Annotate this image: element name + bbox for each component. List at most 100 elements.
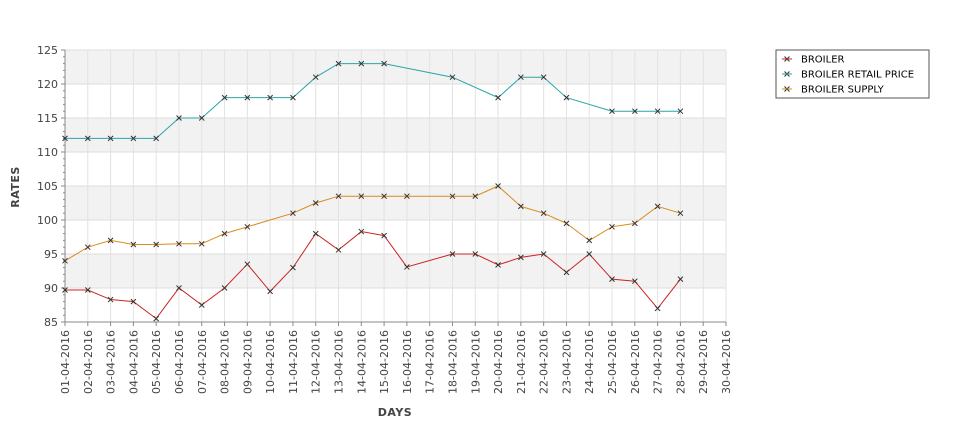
data-point <box>290 210 296 217</box>
data-point <box>107 135 114 142</box>
data-point <box>244 261 251 268</box>
legend-label: BROILER <box>801 55 845 66</box>
data-point <box>312 230 319 237</box>
data-point <box>84 244 91 251</box>
data-point <box>335 60 342 67</box>
data-point <box>62 135 68 142</box>
data-point <box>563 220 570 227</box>
x-tick-label: 29-04-2016 <box>697 330 710 394</box>
data-point <box>335 247 342 253</box>
data-point <box>358 60 365 67</box>
x-axis-ticks: 01-04-2016 02-04-2016 03-04-2016 04-04-2016… <box>59 322 733 394</box>
x-tick-label: 23-04-2016 <box>560 330 573 394</box>
x-tick-label: 02-04-2016 <box>82 330 95 394</box>
data-point <box>449 74 456 81</box>
y-tick-label: 115 <box>37 112 58 125</box>
x-tick-label: 06-04-2016 <box>173 330 186 394</box>
data-point <box>153 315 160 322</box>
series-1 <box>62 60 684 142</box>
data-point <box>84 287 91 293</box>
data-point <box>654 108 661 115</box>
y-axis-title: RATES <box>9 166 22 208</box>
data-point <box>244 94 251 101</box>
data-point <box>153 241 160 248</box>
x-tick-label: 09-04-2016 <box>241 330 254 394</box>
data-point <box>221 285 228 291</box>
data-point <box>381 193 387 200</box>
data-point <box>267 288 273 295</box>
data-point <box>518 203 524 210</box>
data-point <box>518 254 524 261</box>
x-tick-label: 21-04-2016 <box>515 330 528 394</box>
data-point <box>176 240 182 247</box>
y-axis-ticks: 85 90 95 100 105 110 115 120 125 <box>37 44 65 329</box>
data-point <box>62 287 68 293</box>
data-point <box>404 193 410 200</box>
data-point <box>107 296 114 303</box>
x-tick-label: 03-04-2016 <box>105 330 118 394</box>
x-tick-label: 18-04-2016 <box>446 330 459 394</box>
band <box>65 186 726 220</box>
data-point <box>62 257 68 264</box>
data-point <box>267 94 273 101</box>
data-point <box>563 269 570 276</box>
data-point <box>609 276 615 283</box>
data-point <box>176 115 182 121</box>
data-point <box>198 115 205 121</box>
data-point <box>472 193 479 200</box>
y-tick-label: 90 <box>44 282 58 295</box>
data-point <box>449 251 456 257</box>
x-tick-label: 13-04-2016 <box>333 330 346 394</box>
data-point <box>358 228 365 235</box>
legend-box <box>775 49 930 99</box>
data-point <box>609 108 615 115</box>
series-0 <box>62 228 684 322</box>
x-tick-label: 10-04-2016 <box>264 330 277 394</box>
data-point <box>130 298 137 305</box>
data-point <box>221 230 228 237</box>
x-tick-label: 05-04-2016 <box>150 330 163 394</box>
series-group <box>62 60 684 322</box>
x-tick-label: 27-04-2016 <box>652 330 665 394</box>
data-point <box>654 203 661 210</box>
data-point <box>495 94 501 101</box>
series-line <box>64 185 681 262</box>
series-line <box>65 63 681 139</box>
data-point <box>609 223 615 230</box>
band <box>65 288 726 322</box>
data-point <box>631 220 638 227</box>
data-point <box>518 74 524 81</box>
x-tick-label: 25-04-2016 <box>606 330 619 394</box>
data-point <box>472 251 479 257</box>
legend: BROILER BROILER RETAIL PRICE BROILER SUPPL… <box>775 49 930 99</box>
x-tick-label: 11-04-2016 <box>287 330 300 394</box>
x-tick-label: 14-04-2016 <box>355 330 368 394</box>
x-tick-label: 22-04-2016 <box>538 330 551 394</box>
data-point <box>586 237 593 244</box>
x-tick-label: 15-04-2016 <box>378 330 391 394</box>
data-point <box>107 237 114 244</box>
data-point <box>358 193 365 200</box>
x-tick-label: 07-04-2016 <box>196 330 209 394</box>
data-point <box>654 305 661 312</box>
data-point <box>677 210 684 217</box>
data-point <box>631 278 638 285</box>
y-tick-label: 100 <box>37 214 58 227</box>
data-point <box>540 251 547 257</box>
data-point <box>404 264 410 270</box>
data-point <box>244 223 251 230</box>
data-point <box>290 94 296 101</box>
x-tick-label: 01-04-2016 <box>59 330 72 394</box>
x-tick-label: 30-04-2016 <box>720 330 733 394</box>
data-point <box>381 232 387 239</box>
data-point <box>130 241 137 248</box>
band <box>65 220 726 254</box>
data-point <box>176 285 182 291</box>
data-point <box>312 200 319 206</box>
plot-background <box>65 50 726 322</box>
x-axis-title: DAYS <box>378 406 412 419</box>
x-tick-label: 26-04-2016 <box>629 330 642 394</box>
y-tick-label: 95 <box>44 248 58 261</box>
data-point <box>495 183 501 189</box>
